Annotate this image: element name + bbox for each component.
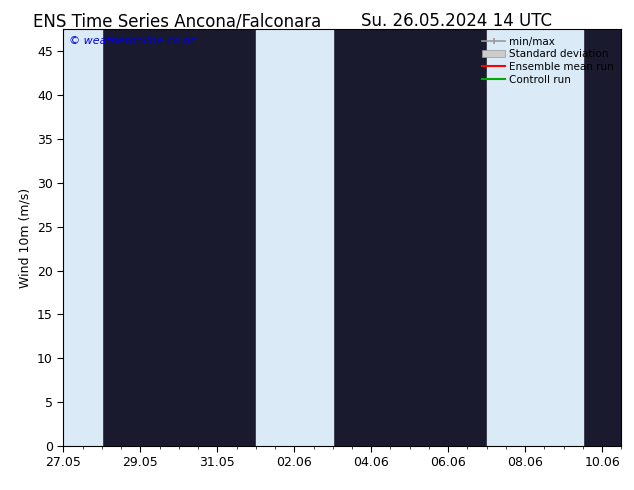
Text: © weatheronline.co.nz: © weatheronline.co.nz <box>69 36 196 46</box>
Bar <box>487 29 583 446</box>
Legend: min/max, Standard deviation, Ensemble mean run, Controll run: min/max, Standard deviation, Ensemble me… <box>478 32 618 89</box>
Y-axis label: Wind 10m (m/s): Wind 10m (m/s) <box>18 188 32 288</box>
Text: Su. 26.05.2024 14 UTC: Su. 26.05.2024 14 UTC <box>361 12 552 30</box>
Bar <box>61 29 102 446</box>
Text: ENS Time Series Ancona/Falconara: ENS Time Series Ancona/Falconara <box>34 12 321 30</box>
Bar <box>256 29 333 446</box>
